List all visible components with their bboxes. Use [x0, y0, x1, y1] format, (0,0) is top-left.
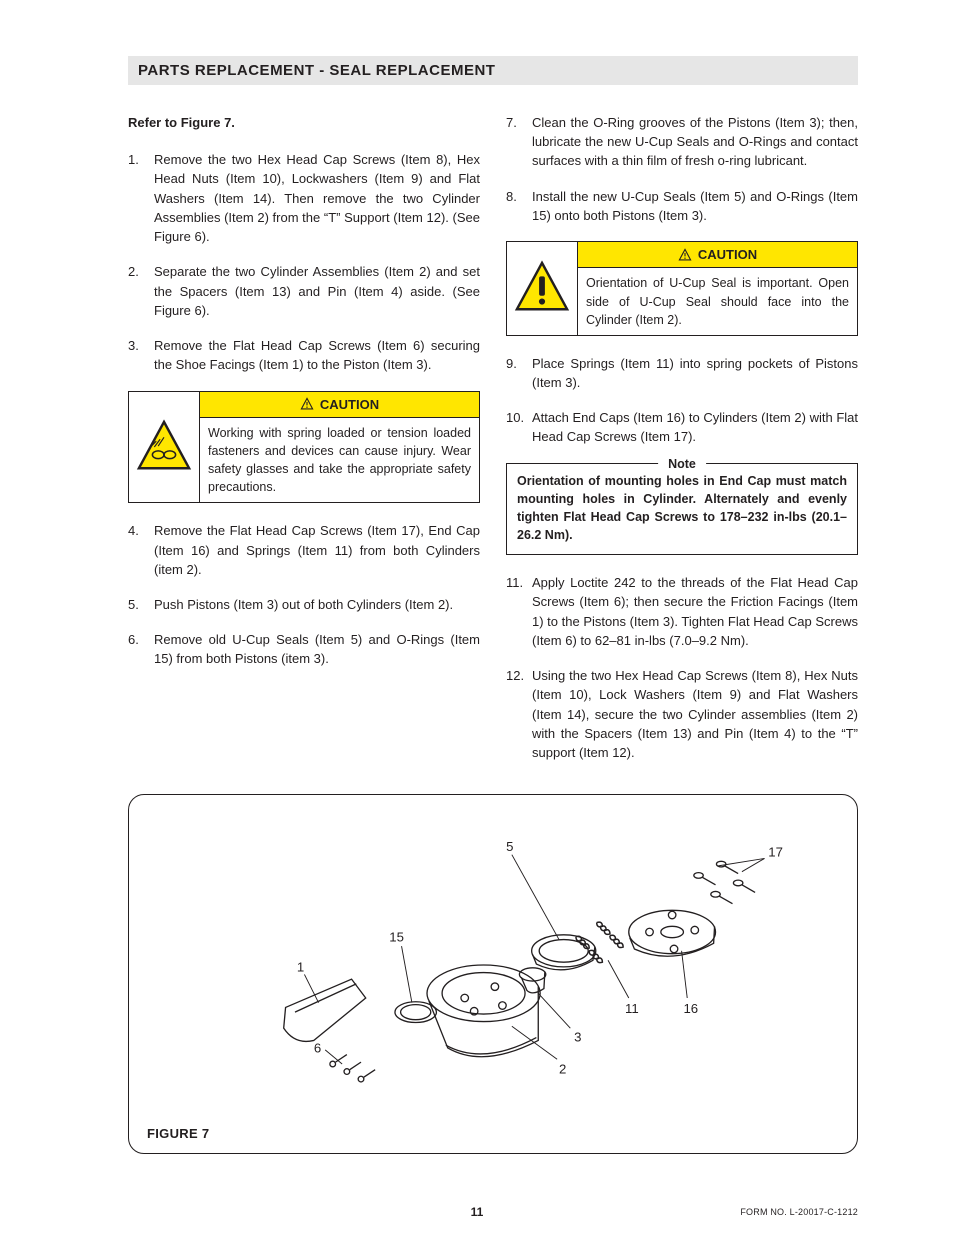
- step-12: 12.Using the two Hex Head Cap Screws (It…: [506, 666, 858, 762]
- exclamation-warning-icon: [513, 259, 571, 317]
- step-text: Remove the Flat Head Cap Screws (Item 17…: [154, 521, 480, 579]
- step-number: 12.: [506, 666, 532, 762]
- caution-icon-cell: [507, 242, 577, 335]
- caution-label: CAUTION: [698, 245, 757, 264]
- figure-7-frame: 1 6 15 5 2 3 11 16 17 FIGURE 7: [128, 794, 858, 1154]
- step-7: 7.Clean the O-Ring grooves of the Piston…: [506, 113, 858, 171]
- figure-caption: FIGURE 7: [147, 1126, 209, 1141]
- callout-3: 3: [574, 1030, 581, 1045]
- step-text: Attach End Caps (Item 16) to Cylinders (…: [532, 408, 858, 446]
- step-number: 10.: [506, 408, 532, 446]
- step-11: 11.Apply Loctite 242 to the threads of t…: [506, 573, 858, 650]
- steps-right-2: 9.Place Springs (Item 11) into spring po…: [506, 354, 858, 447]
- section-header: PARTS REPLACEMENT - SEAL REPLACEMENT: [128, 56, 858, 85]
- callout-6: 6: [314, 1041, 321, 1056]
- caution-text: Orientation of U-Cup Seal is important. …: [577, 268, 857, 334]
- step-text: Install the new U-Cup Seals (Item 5) and…: [532, 187, 858, 225]
- step-text: Separate the two Cylinder Assemblies (It…: [154, 262, 480, 320]
- caution-text: Working with spring loaded or tension lo…: [199, 418, 479, 503]
- figure-7-drawing: 1 6 15 5 2 3 11 16 17: [145, 805, 841, 1141]
- step-number: 9.: [506, 354, 532, 392]
- step-text: Remove the Flat Head Cap Screws (Item 6)…: [154, 336, 480, 374]
- step-text: Remove the two Hex Head Cap Screws (Item…: [154, 150, 480, 246]
- note-box: Note Orientation of mounting holes in En…: [506, 463, 858, 556]
- steps-right-3: 11.Apply Loctite 242 to the threads of t…: [506, 573, 858, 762]
- caution-label: CAUTION: [320, 395, 379, 414]
- step-number: 11.: [506, 573, 532, 650]
- step-number: 1.: [128, 150, 154, 246]
- step-number: 3.: [128, 336, 154, 374]
- caution-box-left: CAUTION Working with spring loaded or te…: [128, 391, 480, 504]
- exploded-view-diagram: 1 6 15 5 2 3 11 16 17: [163, 805, 823, 1125]
- step-2: 2.Separate the two Cylinder Assemblies (…: [128, 262, 480, 320]
- warning-triangle-icon: [678, 248, 692, 262]
- caution-title: CAUTION: [199, 392, 479, 418]
- page: PARTS REPLACEMENT - SEAL REPLACEMENT Ref…: [0, 0, 954, 1235]
- steps-left-2: 4.Remove the Flat Head Cap Screws (Item …: [128, 521, 480, 668]
- step-10: 10.Attach End Caps (Item 16) to Cylinder…: [506, 408, 858, 446]
- callout-5: 5: [506, 839, 513, 854]
- callout-11: 11: [625, 1001, 639, 1016]
- caution-title: CAUTION: [577, 242, 857, 268]
- caution-body: CAUTION Working with spring loaded or te…: [199, 392, 479, 503]
- note-text: Orientation of mounting holes in End Cap…: [517, 472, 847, 545]
- callout-2: 2: [559, 1062, 566, 1077]
- step-3: 3.Remove the Flat Head Cap Screws (Item …: [128, 336, 480, 374]
- step-text: Using the two Hex Head Cap Screws (Item …: [532, 666, 858, 762]
- steps-right-1: 7.Clean the O-Ring grooves of the Piston…: [506, 113, 858, 225]
- warning-triangle-icon: [300, 397, 314, 411]
- step-text: Clean the O-Ring grooves of the Pistons …: [532, 113, 858, 171]
- refer-line: Refer to Figure 7.: [128, 113, 480, 132]
- left-column: Refer to Figure 7. 1.Remove the two Hex …: [128, 113, 480, 778]
- step-number: 4.: [128, 521, 154, 579]
- step-number: 7.: [506, 113, 532, 171]
- step-text: Place Springs (Item 11) into spring pock…: [532, 354, 858, 392]
- callout-17: 17: [768, 845, 783, 860]
- callout-15: 15: [389, 930, 404, 945]
- two-column-layout: Refer to Figure 7. 1.Remove the two Hex …: [128, 113, 858, 778]
- caution-icon-cell: [129, 392, 199, 503]
- caution-box-right: CAUTION Orientation of U-Cup Seal is imp…: [506, 241, 858, 336]
- step-number: 2.: [128, 262, 154, 320]
- form-number: FORM NO. L-20017-C-1212: [740, 1207, 858, 1217]
- step-4: 4.Remove the Flat Head Cap Screws (Item …: [128, 521, 480, 579]
- caution-body: CAUTION Orientation of U-Cup Seal is imp…: [577, 242, 857, 335]
- step-number: 6.: [128, 630, 154, 668]
- step-9: 9.Place Springs (Item 11) into spring po…: [506, 354, 858, 392]
- steps-left-1: 1.Remove the two Hex Head Cap Screws (It…: [128, 150, 480, 374]
- step-6: 6.Remove old U-Cup Seals (Item 5) and O-…: [128, 630, 480, 668]
- page-number: 11: [471, 1205, 484, 1219]
- step-number: 8.: [506, 187, 532, 225]
- right-column: 7.Clean the O-Ring grooves of the Piston…: [506, 113, 858, 778]
- step-text: Apply Loctite 242 to the threads of the …: [532, 573, 858, 650]
- step-number: 5.: [128, 595, 154, 614]
- step-8: 8.Install the new U-Cup Seals (Item 5) a…: [506, 187, 858, 225]
- callout-16: 16: [683, 1001, 698, 1016]
- step-1: 1.Remove the two Hex Head Cap Screws (It…: [128, 150, 480, 246]
- callout-1: 1: [297, 960, 304, 975]
- step-text: Push Pistons (Item 3) out of both Cylind…: [154, 595, 480, 614]
- step-text: Remove old U-Cup Seals (Item 5) and O-Ri…: [154, 630, 480, 668]
- safety-glasses-warning-icon: [135, 418, 193, 476]
- step-5: 5.Push Pistons (Item 3) out of both Cyli…: [128, 595, 480, 614]
- note-title: Note: [658, 455, 706, 473]
